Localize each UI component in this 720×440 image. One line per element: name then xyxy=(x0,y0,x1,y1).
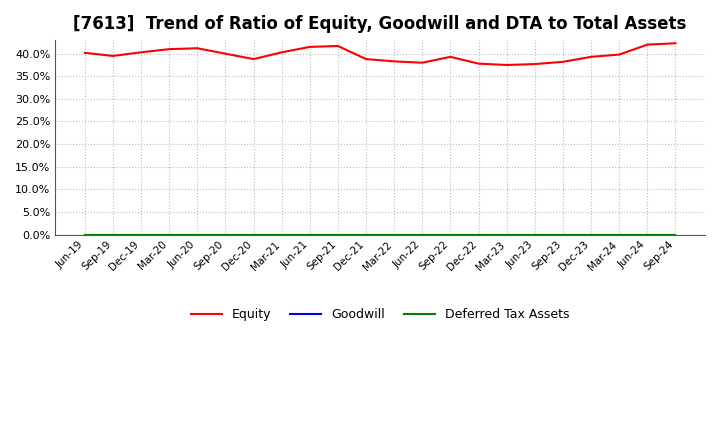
Deferred Tax Assets xyxy=(137,232,145,237)
Deferred Tax Assets xyxy=(390,232,398,237)
Title: [7613]  Trend of Ratio of Equity, Goodwill and DTA to Total Assets: [7613] Trend of Ratio of Equity, Goodwil… xyxy=(73,15,687,33)
Equity xyxy=(277,50,286,55)
Equity xyxy=(671,40,680,46)
Equity xyxy=(221,51,230,56)
Equity xyxy=(474,61,483,66)
Deferred Tax Assets xyxy=(165,232,174,237)
Goodwill xyxy=(643,232,652,237)
Equity xyxy=(615,52,624,57)
Goodwill xyxy=(137,232,145,237)
Goodwill xyxy=(249,232,258,237)
Deferred Tax Assets xyxy=(474,232,483,237)
Deferred Tax Assets xyxy=(503,232,511,237)
Goodwill xyxy=(165,232,174,237)
Deferred Tax Assets xyxy=(418,232,427,237)
Equity xyxy=(361,56,370,62)
Deferred Tax Assets xyxy=(221,232,230,237)
Equity xyxy=(531,62,539,67)
Equity xyxy=(390,59,398,64)
Goodwill xyxy=(671,232,680,237)
Equity xyxy=(643,42,652,47)
Goodwill xyxy=(474,232,483,237)
Goodwill xyxy=(109,232,117,237)
Goodwill xyxy=(446,232,455,237)
Goodwill xyxy=(587,232,595,237)
Goodwill xyxy=(305,232,314,237)
Goodwill xyxy=(277,232,286,237)
Deferred Tax Assets xyxy=(361,232,370,237)
Goodwill xyxy=(390,232,398,237)
Equity xyxy=(165,47,174,52)
Goodwill xyxy=(81,232,89,237)
Equity xyxy=(587,54,595,59)
Deferred Tax Assets xyxy=(643,232,652,237)
Deferred Tax Assets xyxy=(333,232,342,237)
Deferred Tax Assets xyxy=(249,232,258,237)
Equity xyxy=(81,50,89,55)
Equity xyxy=(333,44,342,49)
Equity xyxy=(137,50,145,55)
Deferred Tax Assets xyxy=(531,232,539,237)
Deferred Tax Assets xyxy=(81,232,89,237)
Equity xyxy=(446,54,455,59)
Equity xyxy=(418,60,427,66)
Deferred Tax Assets xyxy=(277,232,286,237)
Line: Equity: Equity xyxy=(85,43,675,65)
Goodwill xyxy=(193,232,202,237)
Equity xyxy=(305,44,314,50)
Equity xyxy=(193,46,202,51)
Deferred Tax Assets xyxy=(109,232,117,237)
Deferred Tax Assets xyxy=(446,232,455,237)
Goodwill xyxy=(503,232,511,237)
Deferred Tax Assets xyxy=(559,232,567,237)
Deferred Tax Assets xyxy=(193,232,202,237)
Deferred Tax Assets xyxy=(615,232,624,237)
Goodwill xyxy=(531,232,539,237)
Goodwill xyxy=(418,232,427,237)
Deferred Tax Assets xyxy=(587,232,595,237)
Goodwill xyxy=(559,232,567,237)
Goodwill xyxy=(333,232,342,237)
Equity xyxy=(249,56,258,62)
Deferred Tax Assets xyxy=(305,232,314,237)
Equity xyxy=(109,53,117,59)
Goodwill xyxy=(615,232,624,237)
Deferred Tax Assets xyxy=(671,232,680,237)
Goodwill xyxy=(221,232,230,237)
Legend: Equity, Goodwill, Deferred Tax Assets: Equity, Goodwill, Deferred Tax Assets xyxy=(186,303,575,326)
Goodwill xyxy=(361,232,370,237)
Equity xyxy=(503,62,511,68)
Equity xyxy=(559,59,567,64)
